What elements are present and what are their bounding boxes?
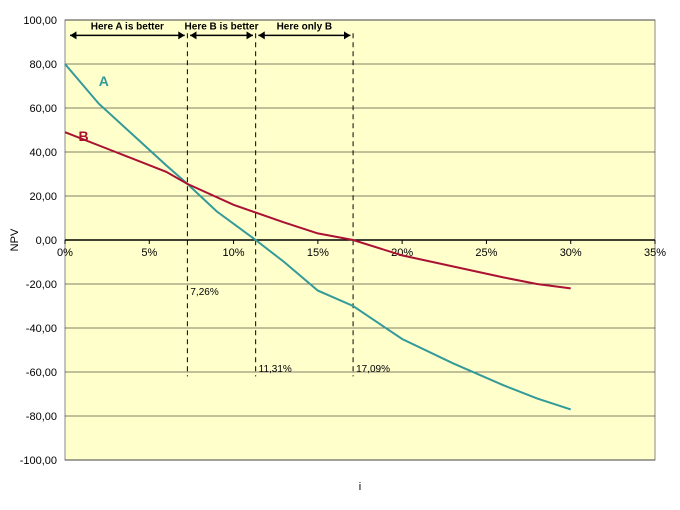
y-tick-label: -60,00 xyxy=(26,367,57,379)
x-tick-label: 0% xyxy=(57,247,73,259)
x-tick-label: 15% xyxy=(307,247,329,259)
y-tick-label: 80,00 xyxy=(29,59,57,71)
x-tick-label: 35% xyxy=(644,247,666,259)
y-tick-label: 60,00 xyxy=(29,103,57,115)
x-axis-title: i xyxy=(359,481,361,493)
series-label-A: A xyxy=(99,73,109,89)
x-tick-label: 25% xyxy=(475,247,497,259)
y-tick-label: -20,00 xyxy=(26,279,57,291)
region-label: Here A is better xyxy=(91,21,164,32)
region-label: Here B is better xyxy=(185,21,259,32)
y-tick-label: 100,00 xyxy=(23,15,57,27)
x-tick-label: 30% xyxy=(560,247,582,259)
y-axis-title: NPV xyxy=(9,228,21,251)
series-label-B: B xyxy=(78,128,88,144)
marker-label: 7,26% xyxy=(190,287,218,298)
marker-label: 17,09% xyxy=(356,364,390,375)
marker-label: 11,31% xyxy=(259,364,292,375)
y-tick-label: -40,00 xyxy=(26,323,57,335)
chart-svg: -100,00 -80,00 -60,00 -40,00 -20,00 0,00 20,00… xyxy=(0,0,680,510)
y-tick-label: 40,00 xyxy=(29,147,57,159)
npv-chart: -100,00 -80,00 -60,00 -40,00 -20,00 0,00 20,00… xyxy=(0,0,680,510)
region-label: Here only B xyxy=(277,21,333,32)
y-tick-label: -100,00 xyxy=(20,455,57,467)
y-tick-label: -80,00 xyxy=(26,411,57,423)
x-tick-label: 10% xyxy=(223,247,245,259)
y-tick-label: 20,00 xyxy=(29,191,57,203)
x-tick-label: 5% xyxy=(141,247,157,259)
y-tick-label: 0,00 xyxy=(36,235,57,247)
